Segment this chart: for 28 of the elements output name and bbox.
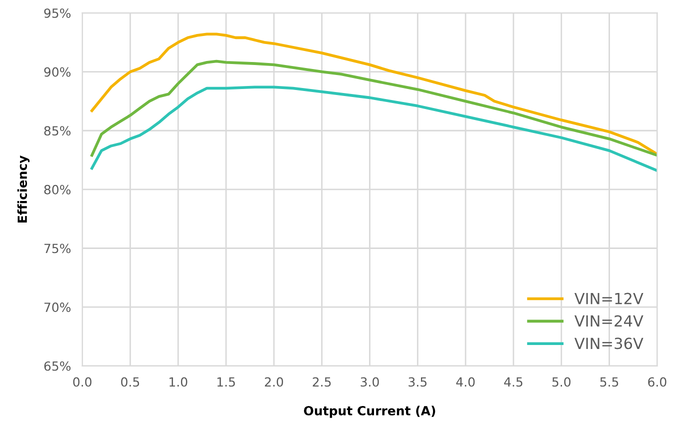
x-tick-label: 5.5 <box>600 377 618 387</box>
x-tick-label: 2.5 <box>312 377 331 387</box>
x-tick-label: 5.0 <box>552 377 570 387</box>
legend-label: VIN=24V <box>574 315 644 327</box>
line-series <box>90 60 658 157</box>
x-axis-title: Output Current (A) <box>304 406 436 418</box>
y-tick-label: 70% <box>44 302 71 312</box>
x-tick-label: 0.0 <box>73 377 92 387</box>
legend-label: VIN=36V <box>574 338 644 350</box>
y-tick-label: 90% <box>44 67 71 77</box>
legend-label: VIN=12V <box>574 292 644 304</box>
y-tick-label: 85% <box>44 126 71 136</box>
x-tick-label: 4.5 <box>504 377 522 387</box>
line-series <box>90 32 658 156</box>
x-tick-label: 1.5 <box>217 377 235 387</box>
x-tick-label: 3.5 <box>408 377 427 387</box>
y-axis-title: Efficiency <box>17 156 30 222</box>
x-tick-label: 3.0 <box>360 377 379 387</box>
x-tick-label: 6.0 <box>648 377 666 387</box>
x-tick-label: 0.5 <box>121 377 140 387</box>
y-tick-label: 65% <box>44 361 71 371</box>
line-series <box>90 86 658 172</box>
x-tick-label: 1.0 <box>170 377 188 387</box>
y-tick-label: 75% <box>44 244 71 254</box>
x-tick-label: 4.0 <box>456 377 475 387</box>
y-tick-label: 95% <box>44 8 71 18</box>
y-tick-label: 80% <box>44 184 71 194</box>
x-tick-label: 2.0 <box>264 377 284 387</box>
